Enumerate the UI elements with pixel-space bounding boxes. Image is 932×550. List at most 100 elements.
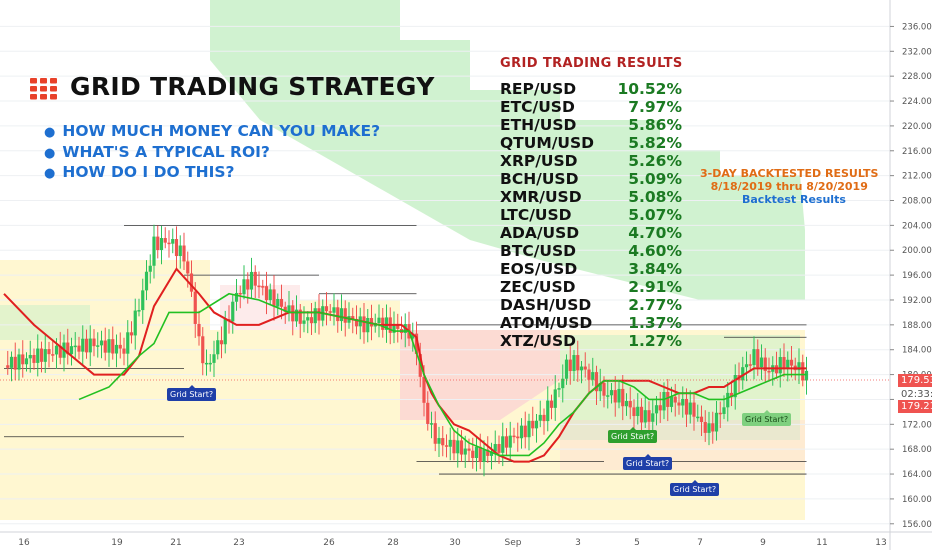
candle-body [73, 345, 77, 348]
grid-start-marker[interactable]: Grid Start? [608, 427, 658, 443]
candle-body [9, 356, 14, 368]
candle-body [729, 392, 734, 398]
pair-label: ETC/USD [500, 98, 575, 116]
grid-start-marker[interactable]: Grid Start? [167, 385, 217, 401]
price-tick-label: 224.00 [902, 97, 932, 107]
result-row: QTUM/USD 5.82% [500, 134, 682, 152]
time-axis[interactable]: 16 19 21 23 26 28 30 Sep 3 5 7 9 11 13 [0, 531, 932, 548]
candle-body [253, 271, 257, 286]
result-row: ATOM/USD 1.37% [500, 314, 682, 332]
candle-body [609, 390, 614, 396]
candle-body [448, 439, 452, 447]
candle-body [523, 425, 527, 438]
candle-body [246, 279, 250, 290]
candle-body [223, 319, 227, 345]
candle-body [32, 354, 36, 363]
candle-body [324, 306, 329, 312]
candle-body [144, 271, 149, 291]
candle-body [489, 451, 494, 456]
price-tick-label: 164.00 [902, 470, 932, 480]
candle-body [107, 339, 111, 353]
candle-body [268, 289, 272, 301]
roi-value: 5.82% [628, 134, 682, 152]
candle-body [789, 359, 794, 366]
candle-body [201, 336, 205, 364]
candle-body [208, 362, 212, 365]
pair-label: XTZ/USD [500, 332, 577, 350]
roi-value: 4.70% [628, 224, 682, 242]
candle-body [662, 391, 666, 411]
candle-body [508, 435, 512, 448]
candle-body [744, 364, 749, 368]
result-row: ETH/USD 5.86% [500, 116, 682, 134]
candle-body [456, 440, 460, 454]
time-tick-label: 3 [575, 538, 581, 548]
candle-body [309, 317, 314, 324]
candle-body [343, 308, 347, 323]
question-item: HOW MUCH MONEY CAN YOU MAKE? [44, 122, 380, 143]
candle-body [714, 412, 719, 432]
candle-body [654, 405, 659, 414]
backtest-heading: 3-DAY BACKTESTED RESULTS [700, 167, 879, 180]
candle-body [684, 398, 689, 415]
candle-body [519, 425, 524, 439]
candle-body [651, 413, 655, 422]
candle-body [84, 338, 89, 353]
candle-body [51, 354, 55, 356]
candle-body [336, 307, 340, 322]
pair-label: ZEC/USD [500, 278, 576, 296]
grid-start-marker[interactable]: Grid Start? [742, 410, 792, 426]
time-tick-label: 7 [697, 538, 703, 548]
candle-body [801, 362, 805, 381]
conversion-line [3, 267, 807, 463]
candle-body [471, 450, 475, 458]
candle-body [249, 271, 254, 290]
price-axis[interactable]: 236.00 232.00 228.00 224.00 220.00 216.00 212.… [889, 0, 932, 550]
candle-body [467, 448, 471, 451]
candle-body [594, 372, 599, 392]
candle-body [441, 438, 445, 446]
question-item: HOW DO I DO THIS? [44, 163, 380, 184]
candle-body [43, 349, 47, 362]
roi-value: 4.60% [628, 242, 682, 260]
candle-body [677, 402, 681, 406]
backtest-results-link[interactable]: Backtest Results [742, 193, 846, 206]
candle-body [711, 423, 715, 432]
result-row: XMR/USD 5.08% [500, 188, 682, 206]
result-row: REP/USD 10.52% [500, 80, 682, 98]
candle-body [598, 382, 602, 392]
time-tick-label: 5 [634, 538, 640, 548]
candle-body [156, 236, 160, 251]
candle-body [182, 245, 186, 262]
candle-body [516, 436, 520, 439]
candle-body [576, 355, 580, 371]
candle-body [531, 420, 535, 429]
baseline-price-tag: 179.21 [898, 400, 932, 413]
candle-body [21, 354, 25, 365]
time-tick-label: 19 [111, 538, 123, 548]
candle-body [486, 449, 490, 456]
candle-body [501, 436, 505, 453]
candle-body [606, 395, 610, 397]
candle-body [497, 444, 501, 453]
candle-body [377, 317, 381, 324]
grid-lines [0, 25, 890, 525]
grid-start-marker[interactable]: Grid Start? [670, 480, 720, 496]
results-table: REP/USD 10.52% ETC/USD 7.97% ETH/USD 5.86% QTU… [500, 80, 682, 350]
candle-body [673, 396, 677, 403]
candle-body [643, 410, 647, 423]
candle-body [733, 375, 737, 398]
candle-body [283, 306, 287, 312]
candle-body [546, 400, 550, 422]
grid-start-marker[interactable]: Grid Start? [623, 454, 673, 470]
candle-body [666, 391, 670, 407]
candle-body [722, 407, 726, 414]
candle-body [298, 309, 302, 324]
roi-value: 5.09% [628, 170, 682, 188]
candle-body [621, 388, 625, 407]
candle-body [129, 332, 134, 336]
price-tick-label: 200.00 [902, 246, 932, 256]
time-tick-label: 23 [233, 538, 244, 548]
price-tick-label: 228.00 [902, 72, 932, 82]
